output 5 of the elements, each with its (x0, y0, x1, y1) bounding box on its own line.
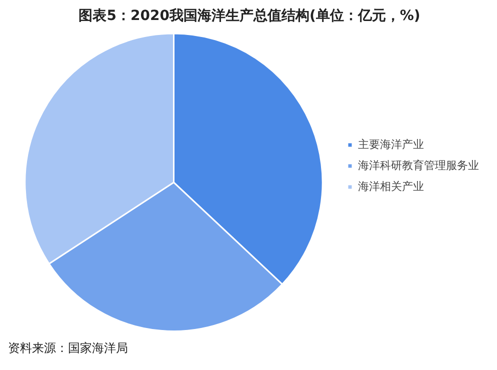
legend-label: 海洋科研教育管理服务业 (358, 158, 479, 172)
chart-title: 图表5：2020我国海洋生产总值结构(单位：亿元，%) (78, 7, 420, 24)
legend-label: 主要海洋产业 (358, 138, 424, 151)
legend-label: 海洋相关产业 (358, 180, 424, 193)
text: 资料来源：国家海洋局 (8, 340, 128, 357)
